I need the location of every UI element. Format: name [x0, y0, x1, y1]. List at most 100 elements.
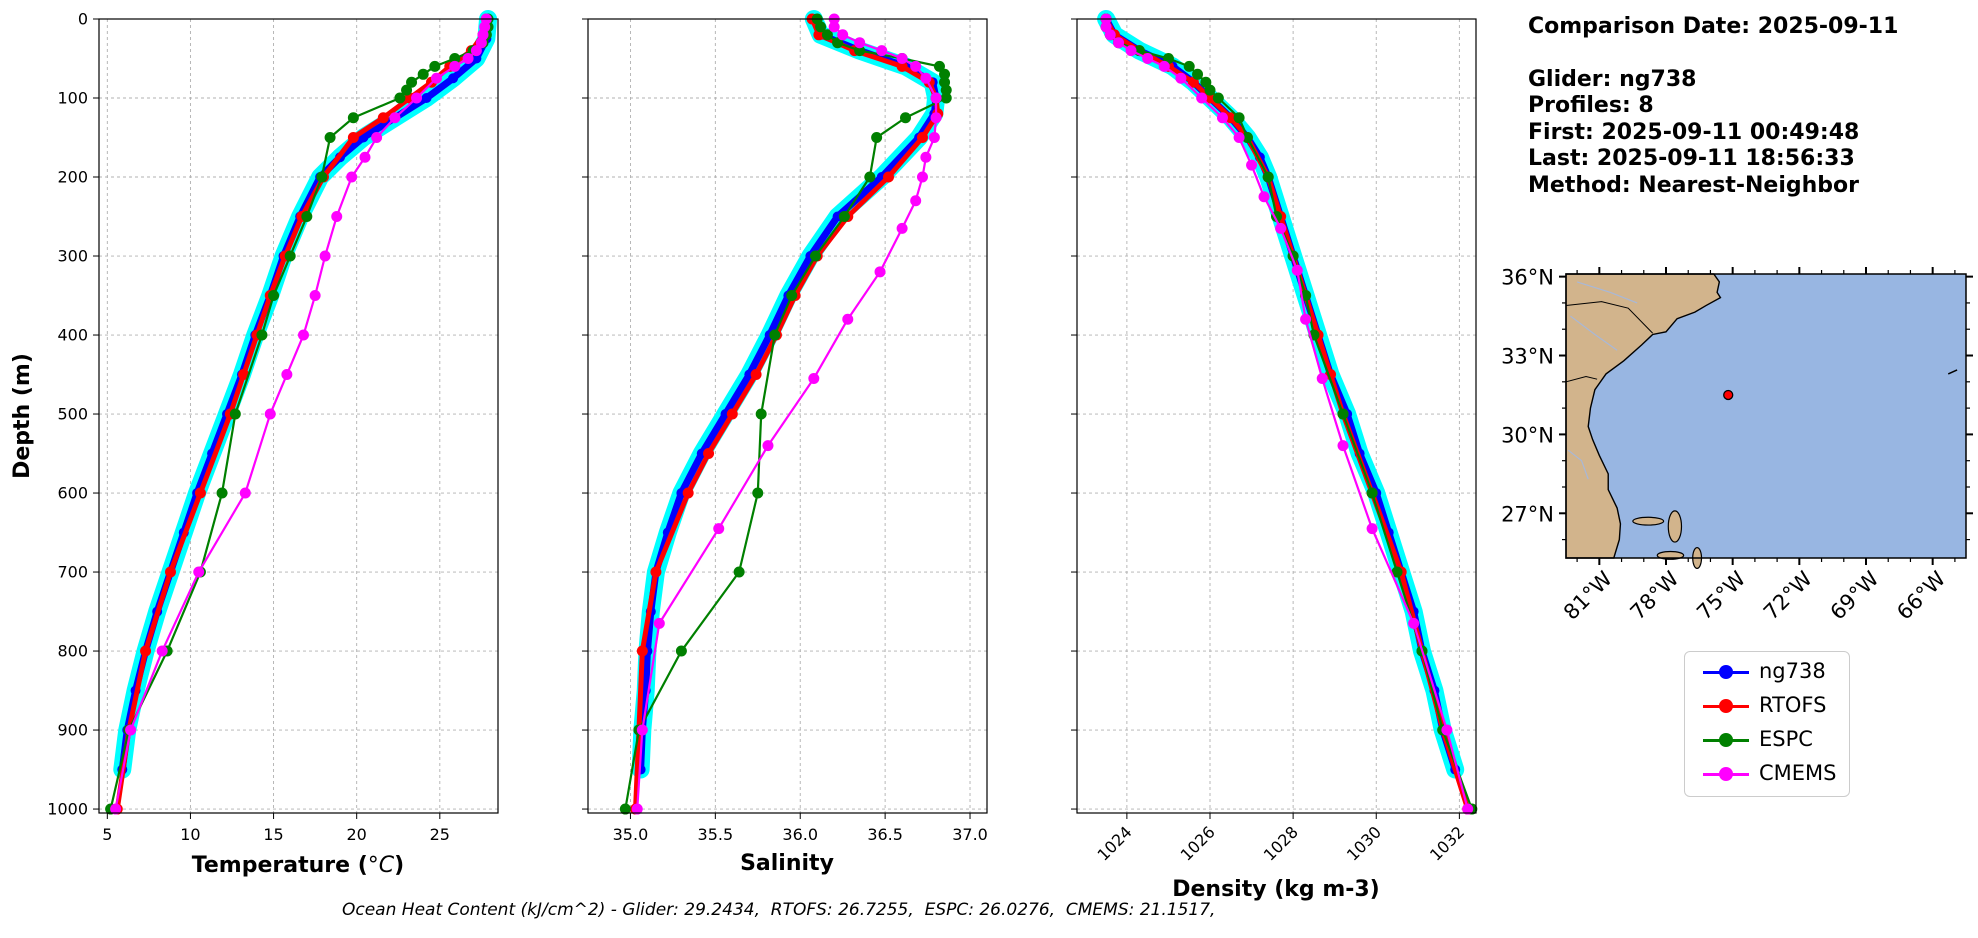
x-tick-label: 5: [102, 825, 112, 844]
data-point-espc: [256, 329, 268, 341]
legend-marker: [1719, 767, 1733, 781]
glider-profile-envelope: [113, 10, 498, 779]
data-point-cmems: [389, 112, 401, 124]
first-time: First: 2025-09-11 00:49:48: [1528, 119, 1860, 145]
map-lat-label: 30°N: [1501, 423, 1554, 447]
axes-frame: [98, 18, 499, 814]
data-point-cmems: [239, 487, 251, 499]
data-point-cmems: [1441, 724, 1453, 736]
profile-panel-1: 0 100 200 300 400 500 600 700 800 900 1000 5 10 15 20 2…: [47, 10, 499, 844]
y-tick-label: 500: [57, 405, 88, 424]
data-point-espc: [429, 60, 441, 72]
data-point-cmems: [896, 53, 908, 65]
data-point-cmems: [631, 803, 643, 815]
data-point-espc: [1233, 112, 1245, 124]
data-point-espc: [752, 487, 764, 499]
data-point-espc: [675, 645, 687, 657]
y-tick-label: 400: [57, 326, 88, 345]
data-point-cmems: [156, 645, 168, 657]
y-tick-label: 300: [57, 247, 88, 266]
data-point-cmems: [1233, 132, 1245, 144]
data-point-espc: [854, 45, 866, 57]
x-tick-label: 10: [180, 825, 200, 844]
paren-close: ): [394, 853, 404, 878]
series-line-ng738: [637, 17, 940, 770]
map-river: [1576, 281, 1638, 304]
x-tick-label: 35.0: [613, 825, 649, 844]
data-point-espc: [1391, 566, 1403, 578]
data-point-cmems: [1275, 222, 1287, 234]
data-point-espc: [1366, 487, 1378, 499]
map-frame: [1565, 273, 1967, 559]
data-point-cmems: [1113, 37, 1125, 49]
data-point-espc: [940, 92, 952, 104]
legend-label: ng738: [1759, 659, 1826, 683]
data-point-cmems: [1196, 92, 1208, 104]
glider-location-marker: [1723, 389, 1734, 401]
data-point-rtofs: [703, 448, 715, 460]
x-tick-label: 1030: [1343, 822, 1385, 864]
data-point-espc: [940, 84, 952, 96]
legend-item-cmems: CMEMS: [1695, 757, 1845, 791]
data-point-cmems: [1175, 72, 1187, 84]
data-point-cmems: [1216, 112, 1228, 124]
data-point-cmems: [842, 313, 854, 325]
data-point-espc: [939, 68, 951, 80]
map-lat-label: 27°N: [1501, 502, 1554, 526]
data-point-espc: [733, 566, 745, 578]
data-point-espc: [619, 803, 631, 815]
data-point-cmems: [854, 37, 866, 49]
data-point-cmems: [430, 72, 442, 84]
data-point-cmems: [470, 45, 482, 57]
data-point-espc: [1212, 92, 1224, 104]
data-point-rtofs: [726, 408, 738, 420]
profile-panel-3: 1024 1026 1028 1030 1032: [1071, 10, 1478, 865]
data-point-rtofs: [916, 132, 928, 144]
map-lon-label: 78°W: [1626, 566, 1684, 624]
data-point-espc: [417, 68, 429, 80]
map-island: [1667, 510, 1683, 543]
profiles-count: Profiles: 8: [1528, 93, 1654, 118]
x-tick-label: 1032: [1426, 822, 1468, 864]
data-point-cmems: [309, 290, 321, 302]
data-point-rtofs: [896, 60, 908, 72]
data-point-rtofs: [650, 566, 662, 578]
data-point-espc: [933, 60, 945, 72]
x-tick-label: 35.5: [698, 825, 734, 844]
data-point-espc: [832, 37, 844, 49]
data-point-cmems: [346, 171, 358, 183]
y-tick-label: 800: [57, 642, 88, 661]
y-tick-label: 200: [57, 168, 88, 187]
legend-item-ng738: ng738: [1695, 655, 1845, 689]
legend-marker: [1719, 733, 1733, 747]
map-lon-label: 69°W: [1826, 566, 1884, 624]
data-point-cmems: [281, 369, 293, 381]
last-time: Last: 2025-09-11 18:56:33: [1528, 146, 1855, 171]
data-point-cmems: [1366, 523, 1378, 535]
x-tick-label: 36.0: [782, 825, 818, 844]
data-point-cmems: [930, 92, 942, 104]
data-point-espc: [1262, 171, 1274, 183]
legend-item-espc: ESPC: [1695, 723, 1845, 757]
data-point-espc: [324, 132, 336, 144]
data-point-rtofs: [238, 369, 250, 381]
glider-profile-envelope: [1097, 10, 1465, 779]
map-lon-label: 72°W: [1759, 566, 1817, 624]
data-point-cmems: [359, 151, 371, 163]
data-point-cmems: [828, 21, 840, 33]
map-lon-label: 81°W: [1559, 566, 1617, 624]
data-point-cmems: [1408, 617, 1420, 629]
x-axis-label-temperature: Temperature (°C): [192, 853, 404, 878]
y-tick-label: 900: [57, 721, 88, 740]
data-point-espc: [347, 112, 359, 124]
legend: ng738 RTOFS ESPC CMEMS: [1684, 651, 1850, 797]
data-point-ng738: [448, 73, 459, 84]
y-axis-label-depth: Depth (m): [10, 353, 35, 479]
legend-label: ESPC: [1759, 727, 1813, 751]
glider-name: Glider: ng738: [1528, 66, 1697, 92]
y-tick-label: 700: [57, 563, 88, 582]
data-point-cmems: [762, 440, 774, 452]
profile-panel-2: 35.0 35.5 36.0 36.5 37.0: [582, 10, 988, 844]
